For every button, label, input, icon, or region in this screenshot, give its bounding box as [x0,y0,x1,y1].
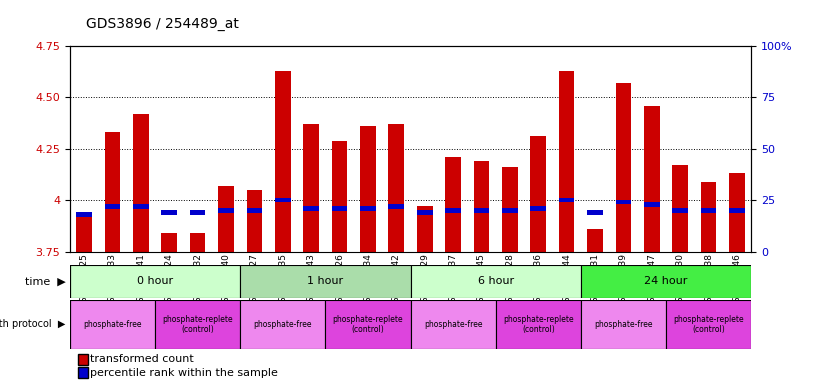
Bar [190,233,205,252]
Bar [502,208,518,213]
Bar [666,300,751,349]
Bar [587,229,603,252]
Text: time  ▶: time ▶ [25,276,66,286]
Bar [218,186,234,252]
Bar [155,300,241,349]
Text: 6 hour: 6 hour [478,276,514,286]
Bar [76,215,92,252]
Bar [729,174,745,252]
Bar [701,182,717,252]
Bar [417,206,433,252]
Bar [445,208,461,213]
Bar [218,208,234,213]
Bar [104,204,120,209]
Text: 24 hour: 24 hour [644,276,688,286]
Bar [502,167,518,252]
Bar [530,136,546,252]
Bar [581,265,751,298]
Text: GDS3896 / 254489_at: GDS3896 / 254489_at [86,17,239,31]
Bar [332,206,347,211]
Bar [275,71,291,252]
Text: growth protocol  ▶: growth protocol ▶ [0,319,66,329]
Bar [388,204,404,209]
Bar [325,300,410,349]
Bar [559,71,575,252]
Bar [729,208,745,213]
Bar [246,208,262,213]
Bar [644,202,659,207]
Bar [410,300,496,349]
Bar [581,300,666,349]
Bar [417,210,433,215]
Bar [76,212,92,217]
Bar [360,206,376,211]
Bar [474,208,489,213]
Bar [616,83,631,252]
Text: phosphate-free: phosphate-free [424,320,483,329]
Bar [616,200,631,204]
Bar [410,265,581,298]
Text: phosphate-free: phosphate-free [254,320,312,329]
Bar [644,106,659,252]
Bar [474,161,489,252]
Bar [360,126,376,252]
Bar [587,210,603,215]
Bar [162,233,177,252]
Text: phosphate-replete
(control): phosphate-replete (control) [163,315,233,334]
Text: phosphate-free: phosphate-free [83,320,142,329]
Bar [701,208,717,213]
Bar [70,300,155,349]
Bar [445,157,461,252]
Bar [133,114,149,252]
Text: 0 hour: 0 hour [137,276,173,286]
Bar [530,206,546,211]
Bar [275,198,291,202]
Text: phosphate-replete
(control): phosphate-replete (control) [673,315,744,334]
Bar [241,300,325,349]
Text: phosphate-replete
(control): phosphate-replete (control) [503,315,574,334]
Bar [332,141,347,252]
Bar [496,300,581,349]
Bar [190,210,205,215]
Text: transformed count: transformed count [90,354,194,364]
Bar [104,132,120,252]
Text: percentile rank within the sample: percentile rank within the sample [90,368,278,378]
Text: phosphate-free: phosphate-free [594,320,653,329]
Bar [303,206,319,211]
Text: phosphate-replete
(control): phosphate-replete (control) [333,315,403,334]
Bar [672,208,688,213]
Bar [133,204,149,209]
Bar [70,265,241,298]
Bar [162,210,177,215]
Bar [672,165,688,252]
Bar [241,265,410,298]
Bar [246,190,262,252]
Bar [559,198,575,202]
Bar [303,124,319,252]
Bar [388,124,404,252]
Text: 1 hour: 1 hour [307,276,343,286]
